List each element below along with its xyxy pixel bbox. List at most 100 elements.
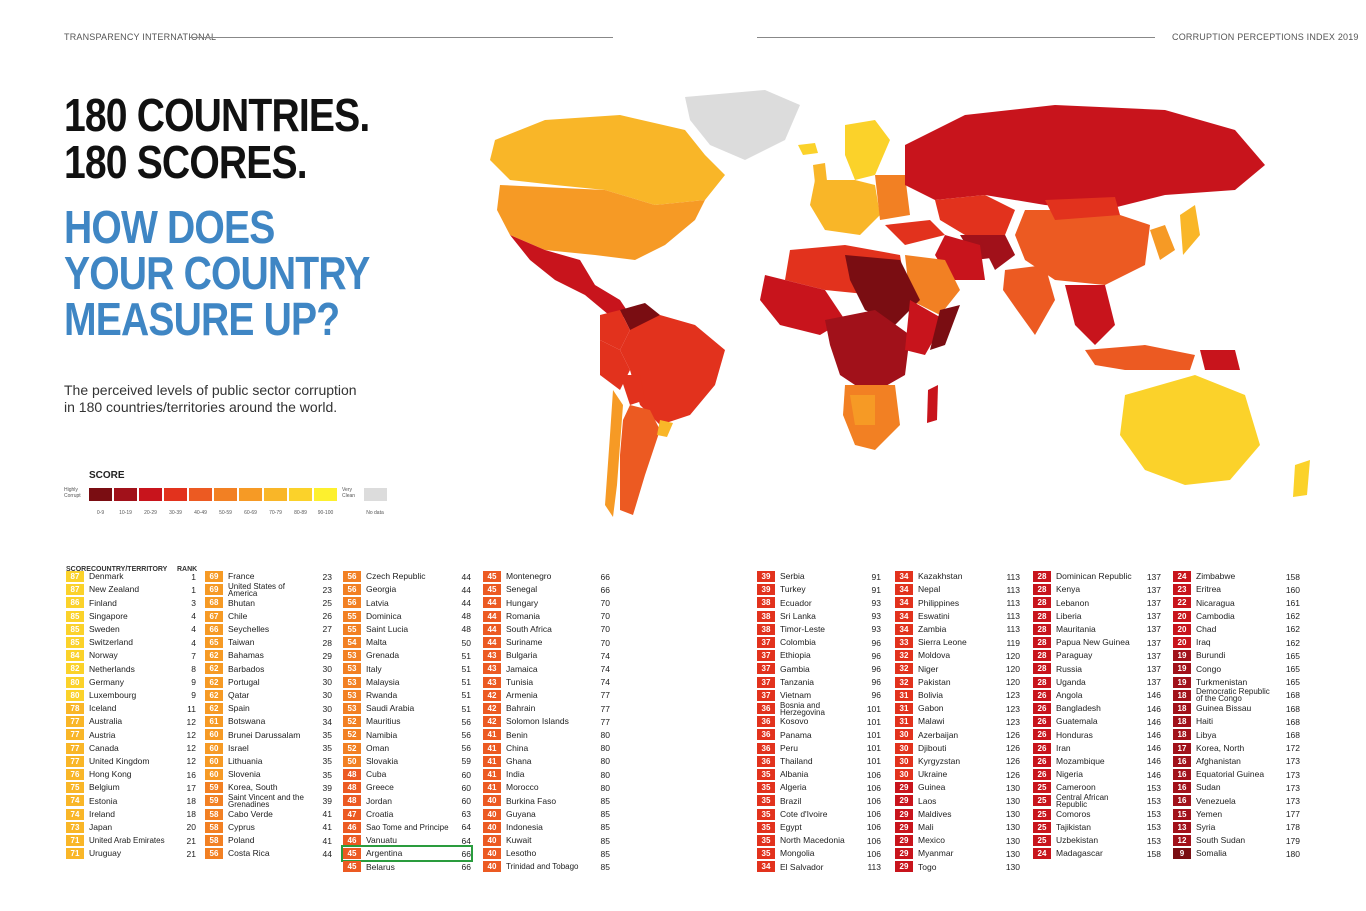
country-cell: Albania [780, 769, 809, 780]
map-eastern-europe [875, 175, 910, 220]
country-cell: Trinidad and Tobago [506, 862, 579, 872]
country-cell: Bhutan [228, 597, 255, 608]
country-cell: Thailand [780, 756, 813, 767]
country-cell: Rwanda [366, 690, 398, 701]
table-row: 37 Ethiopia 96 [757, 649, 881, 662]
country-cell: Norway [89, 650, 118, 661]
score-cell: 69 [205, 584, 223, 596]
country-cell: Ethiopia [780, 650, 811, 661]
table-row: 54 Malta 50 [343, 636, 471, 649]
rank-cell: 101 [866, 703, 881, 714]
map-somalia [930, 305, 960, 350]
country-cell: Paraguay [1056, 650, 1093, 661]
table-row: 9 Somalia 180 [1173, 847, 1300, 860]
score-cell: 24 [1033, 848, 1051, 860]
table-row: 77 Canada 12 [66, 742, 196, 755]
table-row: 25 Cameroon 153 [1033, 781, 1161, 794]
table-row: 52 Namibia 56 [343, 728, 471, 741]
table-row: 29 Mexico 130 [895, 834, 1020, 847]
rank-cell: 9 [191, 690, 196, 701]
country-cell: Bolivia [918, 690, 944, 701]
rank-cell: 26 [322, 611, 332, 622]
table-row: 48 Greece 60 [343, 781, 471, 794]
country-cell: Tajikistan [1056, 822, 1091, 833]
country-cell: Barbados [228, 663, 265, 674]
rank-cell: 162 [1285, 624, 1300, 635]
table-row: 56 Georgia 44 [343, 583, 471, 596]
table-row: 53 Malaysia 51 [343, 676, 471, 689]
score-cell: 87 [66, 584, 84, 596]
map-japan [1180, 205, 1200, 255]
score-cell: 41 [483, 769, 501, 780]
rank-cell: 130 [1005, 861, 1020, 872]
country-cell: Sweden [89, 624, 120, 635]
rank-cell: 12 [186, 729, 196, 740]
table-row: 41 China 80 [483, 742, 610, 755]
score-cell: 85 [66, 637, 84, 648]
score-cell: 60 [205, 755, 223, 767]
table-row: 60 Brunei Darussalam 35 [205, 728, 332, 741]
table-row: 42 Solomon Islands 77 [483, 715, 610, 728]
table-row: 77 United Kingdom 12 [66, 755, 196, 768]
country-cell: Cote d'Ivoire [780, 808, 828, 819]
table-row: 33 Sierra Leone 119 [895, 636, 1020, 649]
score-cell: 33 [895, 637, 913, 648]
table-row: 26 Angola 146 [1033, 689, 1161, 702]
rank-cell: 4 [191, 611, 196, 622]
score-cell: 35 [757, 821, 775, 833]
rank-cell: 158 [1146, 848, 1161, 859]
score-cell: 37 [757, 676, 775, 688]
table-row: 85 Singapore 4 [66, 610, 196, 623]
legend-swatch [239, 488, 262, 501]
rank-cell: 106 [866, 822, 881, 833]
rank-cell: 137 [1146, 624, 1161, 635]
rank-cell: 173 [1285, 756, 1300, 767]
score-cell: 24 [1173, 571, 1191, 582]
table-row: 39 Serbia 91 [757, 570, 881, 583]
legend-swatch-label: 10-19 [119, 510, 132, 516]
rank-cell: 51 [461, 663, 471, 674]
country-cell: Saint Lucia [366, 624, 409, 635]
table-row: 39 Turkey 91 [757, 583, 881, 596]
table-row: 37 Vietnam 96 [757, 689, 881, 702]
country-cell: Sierra Leone [918, 637, 967, 648]
country-cell: United Arab Emirates [89, 836, 165, 845]
rank-cell: 77 [600, 690, 610, 701]
score-cell: 42 [483, 703, 501, 714]
country-cell: Honduras [1056, 729, 1093, 740]
table-row: 41 Morocco 80 [483, 781, 610, 794]
rank-cell: 173 [1285, 769, 1300, 780]
score-cell: 28 [1033, 637, 1051, 648]
map-russia [905, 105, 1265, 210]
rank-cell: 113 [1006, 597, 1020, 608]
table-row: 37 Colombia 96 [757, 636, 881, 649]
legend-swatch-label: 20-29 [144, 510, 157, 516]
map-new-zealand [1293, 460, 1310, 497]
table-row: 34 Zambia 113 [895, 623, 1020, 636]
country-cell: Germany [89, 676, 124, 687]
table-row: 35 Mongolia 106 [757, 847, 881, 860]
rank-cell: 30 [322, 690, 332, 701]
score-cell: 15 [1173, 808, 1191, 820]
score-cell: 30 [895, 755, 913, 767]
table-row: 69 United States of America 23 [205, 582, 332, 597]
table-row: 18 Democratic Republic of the Congo 168 [1173, 688, 1300, 703]
rank-cell: 41 [322, 835, 332, 846]
rank-cell: 66 [600, 584, 610, 595]
score-cell: 38 [757, 597, 775, 609]
table-row: 28 Uganda 137 [1033, 676, 1161, 689]
table-row: 28 Russia 137 [1033, 662, 1161, 675]
rank-cell: 106 [866, 809, 881, 820]
country-cell: Djibouti [918, 742, 947, 753]
map-bolivia [620, 375, 645, 405]
rank-cell: 137 [1146, 584, 1161, 595]
table-row: 20 Iraq 162 [1173, 636, 1300, 649]
country-cell: Finland [89, 597, 117, 608]
rank-cell: 162 [1285, 611, 1300, 622]
rank-cell: 64 [461, 822, 471, 833]
table-row: 56 Latvia 44 [343, 596, 471, 609]
map-east-africa [905, 300, 945, 355]
table-row: 22 Nicaragua 161 [1173, 596, 1300, 609]
table-row: 61 Botswana 34 [205, 715, 332, 728]
rank-cell: 130 [1005, 795, 1020, 806]
